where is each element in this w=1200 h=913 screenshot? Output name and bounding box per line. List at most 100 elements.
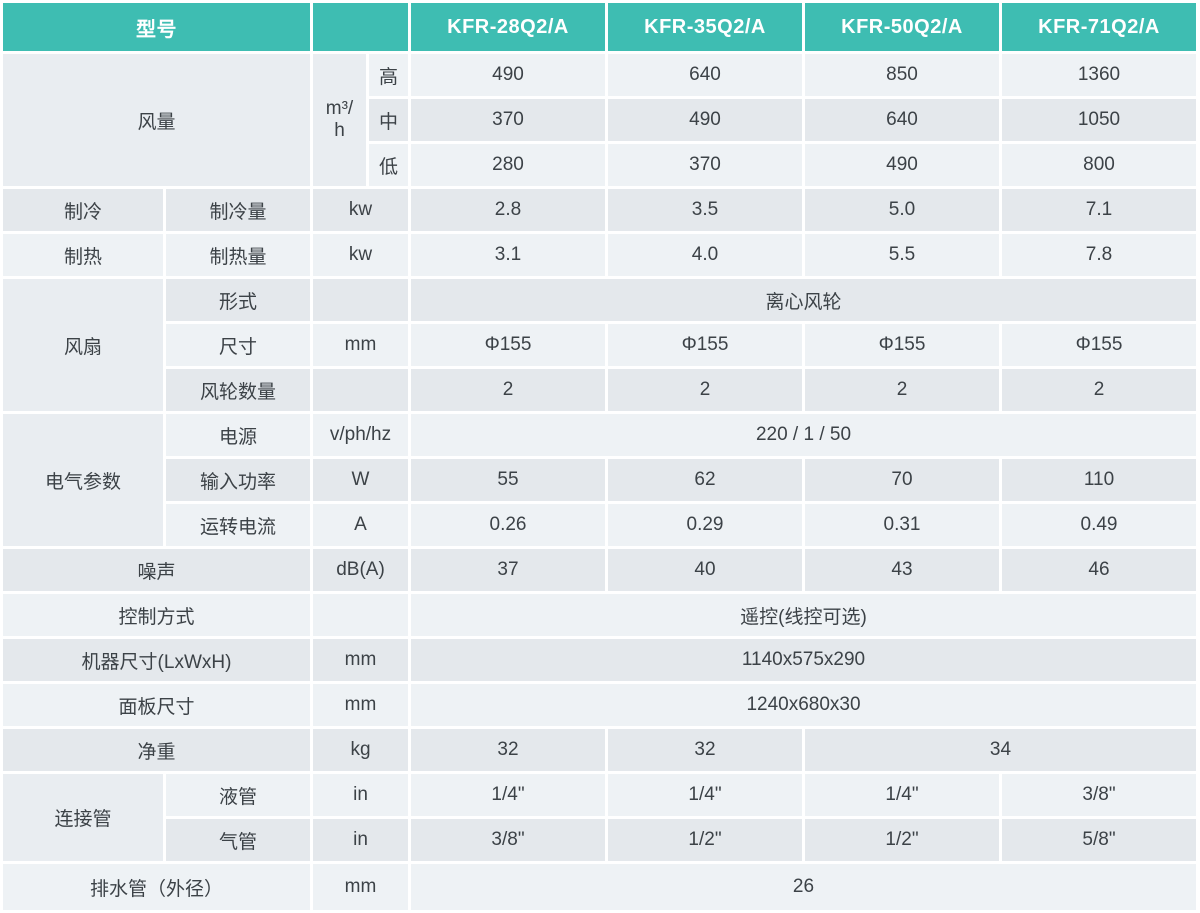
noise-label: 噪声 xyxy=(3,549,310,591)
liquid-pipe-label: 液管 xyxy=(166,774,310,816)
row-drain-pipe: 排水管（外径） mm 26 xyxy=(3,864,1196,910)
pipes-label: 连接管 xyxy=(3,774,163,861)
value-cell: Φ155 xyxy=(411,324,605,366)
value-cell: Φ155 xyxy=(608,324,802,366)
value-cell: 2 xyxy=(805,369,999,411)
row-panel-size: 面板尺寸 mm 1240x680x30 xyxy=(3,684,1196,726)
value-cell: 70 xyxy=(805,459,999,501)
airflow-level-mid: 中 xyxy=(369,99,408,141)
value-cell: 55 xyxy=(411,459,605,501)
value-cell: 5/8" xyxy=(1002,819,1196,861)
value-cell: 3/8" xyxy=(411,819,605,861)
row-noise: 噪声 dB(A) 37 40 43 46 xyxy=(3,549,1196,591)
row-airflow-high: 风量 m³/ h 高 490 640 850 1360 xyxy=(3,54,1196,186)
input-power-unit: W xyxy=(313,459,408,501)
row-fan-type: 风扇 形式 离心风轮 xyxy=(3,279,1196,411)
fan-label: 风扇 xyxy=(3,279,163,411)
value-cell: 1/4" xyxy=(608,774,802,816)
value-cell: 62 xyxy=(608,459,802,501)
value-cell: 850 xyxy=(805,54,999,96)
heating-unit: kw xyxy=(313,234,408,276)
running-current-label: 运转电流 xyxy=(166,504,310,546)
row-control: 控制方式 遥控(线控可选) xyxy=(3,594,1196,636)
value-cell: 490 xyxy=(411,54,605,96)
fan-size-label: 尺寸 xyxy=(166,324,310,366)
model-name-kfr-71q2a: KFR-71Q2/A xyxy=(1002,3,1196,51)
value-cell: 5.0 xyxy=(805,189,999,231)
value-cell: 3.1 xyxy=(411,234,605,276)
machine-size-label: 机器尺寸(LxWxH) xyxy=(3,639,310,681)
drain-pipe-value: 26 xyxy=(411,864,1196,910)
value-cell: 43 xyxy=(805,549,999,591)
machine-size-unit: mm xyxy=(313,639,408,681)
airflow-unit: m³/ h xyxy=(313,54,366,186)
model-name-kfr-50q2a: KFR-50Q2/A xyxy=(805,3,999,51)
power-supply-label: 电源 xyxy=(166,414,310,456)
airflow-level-low: 低 xyxy=(369,144,408,186)
airflow-label: 风量 xyxy=(3,54,310,186)
heating-sublabel: 制热量 xyxy=(166,234,310,276)
value-cell: 640 xyxy=(805,99,999,141)
value-cell: 1050 xyxy=(1002,99,1196,141)
value-cell: 4.0 xyxy=(608,234,802,276)
fan-type-label: 形式 xyxy=(166,279,310,321)
header-row: 型号 KFR-28Q2/A KFR-35Q2/A KFR-50Q2/A KFR-… xyxy=(3,3,1196,51)
value-cell: 280 xyxy=(411,144,605,186)
value-cell: 0.26 xyxy=(411,504,605,546)
model-header-cell: 型号 xyxy=(3,3,310,51)
value-cell: 1360 xyxy=(1002,54,1196,96)
value-cell: 2.8 xyxy=(411,189,605,231)
panel-size-value: 1240x680x30 xyxy=(411,684,1196,726)
control-label: 控制方式 xyxy=(3,594,310,636)
row-input-power: 输入功率 W 55 62 70 110 xyxy=(3,459,1196,501)
row-liquid-pipe: 连接管 液管 in 1/4" 1/4" 1/4" 3/8" xyxy=(3,774,1196,861)
drain-pipe-unit: mm xyxy=(313,864,408,910)
unit-header-cell xyxy=(313,3,408,51)
noise-unit: dB(A) xyxy=(313,549,408,591)
running-current-unit: A xyxy=(313,504,408,546)
row-airflow-mid: 中 370 490 640 1050 xyxy=(3,99,1196,141)
value-cell: 0.29 xyxy=(608,504,802,546)
panel-size-label: 面板尺寸 xyxy=(3,684,310,726)
value-cell: Φ155 xyxy=(1002,324,1196,366)
cooling-label: 制冷 xyxy=(3,189,163,231)
row-heating: 制热 制热量 kw 3.1 4.0 5.5 7.8 xyxy=(3,234,1196,276)
value-cell: 800 xyxy=(1002,144,1196,186)
value-cell: 7.8 xyxy=(1002,234,1196,276)
value-cell: Φ155 xyxy=(805,324,999,366)
heating-label: 制热 xyxy=(3,234,163,276)
value-cell: 110 xyxy=(1002,459,1196,501)
value-cell: 490 xyxy=(608,99,802,141)
airflow-level-high: 高 xyxy=(369,54,408,96)
net-weight-label: 净重 xyxy=(3,729,310,771)
fan-count-label: 风轮数量 xyxy=(166,369,310,411)
value-cell: 3/8" xyxy=(1002,774,1196,816)
drain-pipe-label: 排水管（外径） xyxy=(3,864,310,910)
cooling-unit: kw xyxy=(313,189,408,231)
row-airflow-low: 低 280 370 490 800 xyxy=(3,144,1196,186)
power-supply-unit: v/ph/hz xyxy=(313,414,408,456)
value-cell: 1/4" xyxy=(805,774,999,816)
value-cell: 1/4" xyxy=(411,774,605,816)
value-cell: 0.31 xyxy=(805,504,999,546)
value-cell: 32 xyxy=(608,729,802,771)
value-cell: 2 xyxy=(411,369,605,411)
net-weight-merged-value: 34 xyxy=(805,729,1196,771)
value-cell: 490 xyxy=(805,144,999,186)
row-cooling: 制冷 制冷量 kw 2.8 3.5 5.0 7.1 xyxy=(3,189,1196,231)
row-machine-size: 机器尺寸(LxWxH) mm 1140x575x290 xyxy=(3,639,1196,681)
machine-size-value: 1140x575x290 xyxy=(411,639,1196,681)
value-cell: 7.1 xyxy=(1002,189,1196,231)
row-fan-count: 风轮数量 2 2 2 2 xyxy=(3,369,1196,411)
value-cell: 3.5 xyxy=(608,189,802,231)
fan-type-value: 离心风轮 xyxy=(411,279,1196,321)
gas-pipe-label: 气管 xyxy=(166,819,310,861)
value-cell: 370 xyxy=(411,99,605,141)
value-cell: 32 xyxy=(411,729,605,771)
fan-count-unit xyxy=(313,369,408,411)
control-unit xyxy=(313,594,408,636)
cooling-sublabel: 制冷量 xyxy=(166,189,310,231)
liquid-pipe-unit: in xyxy=(313,774,408,816)
value-cell: 2 xyxy=(1002,369,1196,411)
